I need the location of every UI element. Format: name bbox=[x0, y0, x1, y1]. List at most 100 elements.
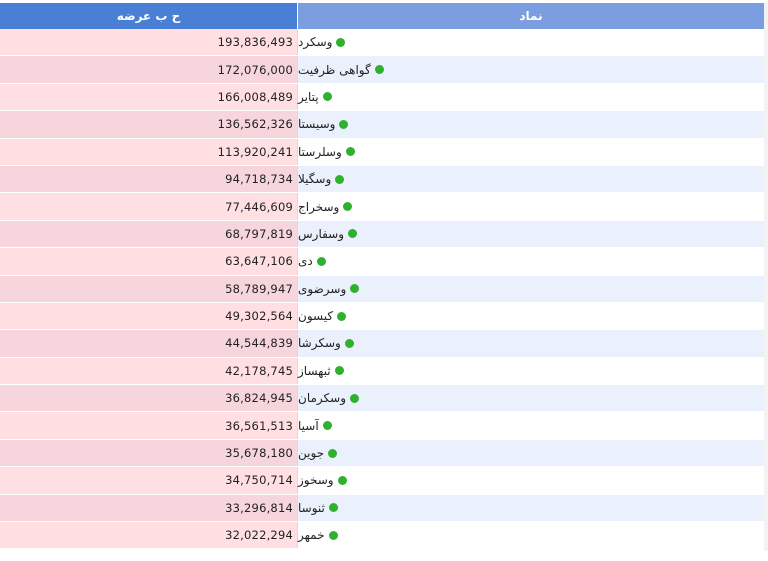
supply-volume-cell: 36,824,945 bbox=[0, 385, 297, 412]
status-dot-icon bbox=[348, 229, 358, 239]
supply-volume-cell: 172,076,000 bbox=[0, 56, 297, 83]
supply-volume-cell: 44,544,839 bbox=[0, 330, 297, 357]
symbol-label: وسکرمان bbox=[298, 391, 346, 406]
status-dot-icon bbox=[335, 174, 345, 184]
status-dot-icon bbox=[328, 503, 338, 513]
supply-volume-cell: 68,797,819 bbox=[0, 220, 297, 248]
column-header-symbol[interactable]: نماد bbox=[297, 3, 764, 29]
symbol-label: خمهر bbox=[298, 528, 325, 543]
table-row[interactable]: 136,562,326 وسیستا bbox=[0, 111, 764, 139]
symbol-cell[interactable]: جوین bbox=[297, 439, 764, 467]
symbol-cell[interactable]: کیسون bbox=[297, 302, 764, 330]
symbol-cell[interactable]: گواهی ظرفیت bbox=[297, 56, 764, 83]
supply-volume-cell: 33,296,814 bbox=[0, 494, 297, 522]
supply-volume-cell: 63,647,106 bbox=[0, 248, 297, 275]
table-header: ح ب عرضه نماد bbox=[0, 3, 764, 29]
supply-volume-cell: 32,022,294 bbox=[0, 522, 297, 549]
status-dot-icon bbox=[339, 119, 349, 129]
table-row[interactable]: 68,797,819 وسفارس bbox=[0, 220, 764, 249]
symbol-cell[interactable]: وسیستا bbox=[297, 111, 764, 138]
symbol-label: وسکرشا bbox=[298, 336, 341, 351]
status-dot-icon bbox=[337, 475, 347, 485]
symbol-label: وسلرستا bbox=[298, 144, 342, 159]
status-dot-icon bbox=[345, 147, 355, 157]
table-row[interactable]: 63,647,106 دی bbox=[0, 248, 764, 276]
table-row[interactable]: 172,076,000 گواهی ظرفیت bbox=[0, 56, 764, 84]
status-dot-icon bbox=[344, 338, 354, 348]
supply-volume-cell: 49,302,564 bbox=[0, 302, 297, 330]
symbol-cell[interactable]: خمهر bbox=[297, 522, 764, 549]
table-body: 193,836,493 وسکرد 172,076,000 گواهی ظرفیت 16… bbox=[0, 29, 764, 550]
supply-volume-cell: 113,920,241 bbox=[0, 138, 297, 165]
symbol-label: وسکرد bbox=[298, 35, 333, 50]
table-row[interactable]: 193,836,493 وسکرد bbox=[0, 29, 764, 57]
symbol-label: وسفارس bbox=[298, 226, 345, 241]
table-row[interactable]: 36,561,513 آسیا bbox=[0, 412, 764, 440]
symbol-label: پتایر bbox=[298, 89, 319, 104]
symbol-label: وسخراج bbox=[298, 199, 340, 214]
symbol-cell[interactable]: ثنوسا bbox=[297, 494, 764, 522]
table-row[interactable]: 49,302,564 کیسون bbox=[0, 302, 764, 331]
symbol-cell[interactable]: وسرضوی bbox=[297, 275, 764, 302]
symbol-cell[interactable]: آسیا bbox=[297, 412, 764, 439]
supply-volume-cell: 94,718,734 bbox=[0, 165, 297, 193]
table-row[interactable]: 166,008,489 پتایر bbox=[0, 83, 764, 112]
table-row[interactable]: 34,750,714 وسخوز bbox=[0, 467, 764, 495]
symbol-cell[interactable]: وسکرشا bbox=[297, 330, 764, 357]
supply-volume-cell: 77,446,609 bbox=[0, 193, 297, 220]
status-dot-icon bbox=[316, 256, 326, 266]
symbol-label: وسرضوی bbox=[298, 281, 347, 296]
symbol-label: گواهی ظرفیت bbox=[298, 62, 371, 77]
status-dot-icon bbox=[328, 448, 338, 458]
table-row[interactable]: 113,920,241 وسلرستا bbox=[0, 138, 764, 166]
supply-volume-cell: 166,008,489 bbox=[0, 83, 297, 111]
symbol-cell[interactable]: وسکرمان bbox=[297, 385, 764, 412]
table-row[interactable]: 36,824,945 وسکرمان bbox=[0, 385, 764, 413]
symbol-cell[interactable]: ثبهساز bbox=[297, 357, 764, 385]
supply-volume-cell: 36,561,513 bbox=[0, 412, 297, 439]
supply-volume-cell: 34,750,714 bbox=[0, 467, 297, 494]
symbol-cell[interactable]: وسفارس bbox=[297, 220, 764, 248]
symbol-label: وسگیلا bbox=[298, 172, 332, 187]
column-header-supply-volume[interactable]: ح ب عرضه bbox=[0, 3, 297, 29]
status-dot-icon bbox=[322, 421, 332, 431]
symbol-label: کیسون bbox=[298, 309, 334, 324]
supply-volume-cell: 42,178,745 bbox=[0, 357, 297, 385]
symbol-label: جوین bbox=[298, 446, 325, 461]
table-row[interactable]: 58,789,947 وسرضوی bbox=[0, 275, 764, 303]
table-row[interactable]: 42,178,745 ثبهساز bbox=[0, 357, 764, 386]
status-dot-icon bbox=[328, 530, 338, 540]
supply-table: ح ب عرضه نماد 193,836,493 وسکرد 172,076,00… bbox=[0, 3, 764, 550]
symbol-cell[interactable]: پتایر bbox=[297, 83, 764, 111]
status-dot-icon bbox=[374, 65, 384, 75]
symbol-label: وسخوز bbox=[298, 473, 334, 488]
status-dot-icon bbox=[334, 366, 344, 376]
status-dot-icon bbox=[336, 37, 346, 47]
supply-volume-cell: 136,562,326 bbox=[0, 111, 297, 138]
symbol-label: وسیستا bbox=[298, 117, 336, 132]
symbol-label: ثنوسا bbox=[298, 500, 325, 515]
scrollbar[interactable] bbox=[764, 3, 768, 551]
table-row[interactable]: 77,446,609 وسخراج bbox=[0, 193, 764, 221]
symbol-cell[interactable]: وسخوز bbox=[297, 467, 764, 494]
symbol-label: ثبهساز bbox=[298, 363, 331, 378]
status-dot-icon bbox=[350, 284, 360, 294]
supply-volume-cell: 35,678,180 bbox=[0, 439, 297, 467]
status-dot-icon bbox=[350, 393, 359, 403]
status-dot-icon bbox=[337, 311, 347, 321]
supply-volume-cell: 193,836,493 bbox=[0, 29, 297, 56]
symbol-cell[interactable]: وسخراج bbox=[297, 193, 764, 220]
symbol-cell[interactable]: وسلرستا bbox=[297, 138, 764, 165]
symbol-label: آسیا bbox=[298, 418, 319, 433]
table-row[interactable]: 44,544,839 وسکرشا bbox=[0, 330, 764, 358]
table-row[interactable]: 35,678,180 جوین bbox=[0, 439, 764, 468]
symbol-cell[interactable]: وسگیلا bbox=[297, 165, 764, 193]
symbol-label: دی bbox=[298, 254, 313, 269]
symbol-cell[interactable]: وسکرد bbox=[297, 29, 764, 56]
table-row[interactable]: 94,718,734 وسگیلا bbox=[0, 165, 764, 194]
symbol-cell[interactable]: دی bbox=[297, 248, 764, 275]
supply-volume-cell: 58,789,947 bbox=[0, 275, 297, 302]
table-row[interactable]: 32,022,294 خمهر bbox=[0, 522, 764, 550]
table-row[interactable]: 33,296,814 ثنوسا bbox=[0, 494, 764, 523]
status-dot-icon bbox=[322, 92, 332, 102]
